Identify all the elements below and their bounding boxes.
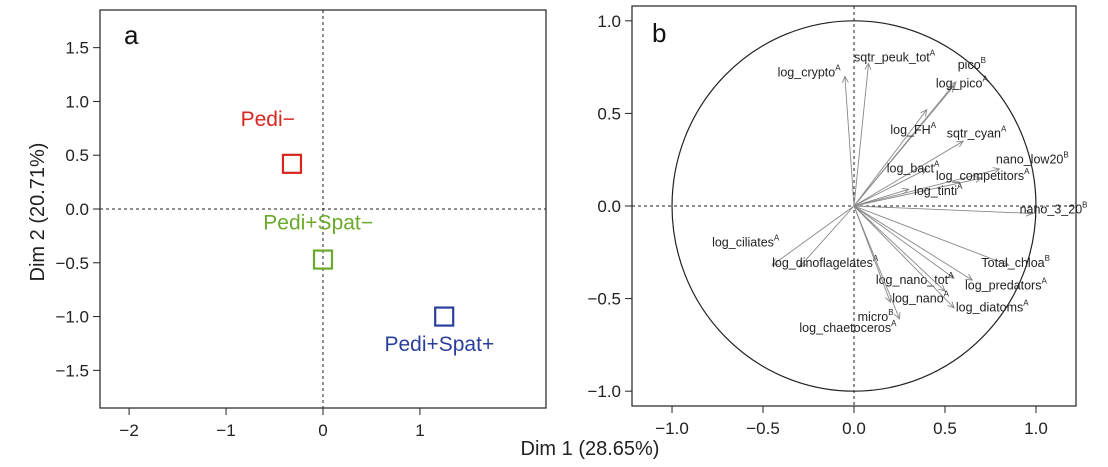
group-point-label: Pedi− <box>241 108 295 131</box>
variable-arrow-head <box>1025 209 1034 217</box>
variable-arrow <box>853 63 870 207</box>
panel-a: a −2 −1 0 1 1.5 1.0 0.5 0.0 −0.5 −1.0 −1.5 Pedi− Pedi… <box>55 9 547 440</box>
variable-label: microB <box>858 308 894 324</box>
variable-label: log_cryptoA <box>778 63 842 79</box>
variable-arrow <box>853 109 928 207</box>
y-tick-label: −1.5 <box>55 361 89 380</box>
variable-arrow <box>853 85 955 207</box>
variable-label: sqtr_cyanA <box>947 124 1007 140</box>
y-tick-label: 0.5 <box>65 146 89 165</box>
variable-arrow-head <box>947 271 955 279</box>
variable-label: nano_low20B <box>996 150 1069 166</box>
variable-arrow <box>853 205 955 279</box>
variable-arrow <box>853 168 927 207</box>
variable-label: log_bactA <box>887 160 940 176</box>
variable-arrow <box>853 168 1000 207</box>
variable-arrow-head <box>901 187 910 195</box>
group-point-marker <box>281 153 303 174</box>
x-tick-label: 0.5 <box>933 419 957 438</box>
variable-label: log_tintiA <box>914 182 963 198</box>
x-axis-title: Dim 1 (28.65%) <box>521 438 660 460</box>
variable-arrow <box>853 188 909 207</box>
variable-arrow-head <box>992 167 1001 174</box>
variable-label: picoB <box>958 56 986 72</box>
variable-label: log_nano_totA <box>876 271 954 287</box>
variable-arrow-head <box>1001 259 1010 267</box>
y-tick-label: 0.0 <box>65 200 89 219</box>
variable-arrow-head <box>864 62 872 71</box>
variable-arrow-head <box>894 311 901 320</box>
correlation-circle <box>671 20 1037 392</box>
variable-arrow <box>844 76 855 207</box>
variable-label: log_dinoflagelatesA <box>772 254 879 270</box>
panel-letter: b <box>652 18 666 48</box>
y-tick-label: −1.0 <box>55 308 89 327</box>
variable-label: sqtr_peuk_totA <box>854 49 936 65</box>
y-tick-label: −1.0 <box>587 382 621 401</box>
y-tick-label: 1.0 <box>65 92 89 111</box>
variable-label: log_picoA <box>936 74 989 90</box>
variable-arrow <box>853 205 1033 214</box>
x-tick-label: 0.0 <box>842 419 866 438</box>
variable-arrow <box>771 205 855 266</box>
x-tick-label: 0 <box>318 421 327 440</box>
x-tick-label: −2 <box>119 421 138 440</box>
x-tick-label: −1.0 <box>655 419 689 438</box>
variable-arrow <box>853 177 982 207</box>
variable-arrow <box>799 205 855 268</box>
variable-label: nano_3_20B <box>1020 200 1088 216</box>
variable-arrow-head <box>947 301 955 309</box>
y-tick-label: −0.5 <box>587 290 621 309</box>
panel-letter: a <box>124 20 139 50</box>
x-tick-label: −1 <box>216 421 235 440</box>
group-point-label: Pedi+Spat− <box>263 211 373 234</box>
variable-arrow-head <box>938 284 946 292</box>
variable-arrow-head <box>885 295 892 304</box>
variable-arrow <box>853 205 891 303</box>
y-tick-label: 0.5 <box>597 104 621 123</box>
x-tick-label: −0.5 <box>746 419 780 438</box>
variable-arrow <box>853 140 964 207</box>
group-point-marker <box>434 306 455 327</box>
variable-arrow-head <box>947 84 955 93</box>
variable-arrow <box>853 205 973 281</box>
y-tick-label: 1.0 <box>597 12 621 31</box>
x-tick-label: 1.0 <box>1024 419 1048 438</box>
variable-label: log_chaetocerosA <box>799 319 897 335</box>
y-tick-label: −0.5 <box>55 254 89 273</box>
y-axis-title: Dim 2 (20.71%) <box>27 143 49 282</box>
group-point-marker <box>312 249 334 270</box>
y-tick-label: 0.0 <box>597 197 621 216</box>
variable-arrow-head <box>798 260 807 268</box>
group-point-label: Pedi+Spat+ <box>384 333 494 356</box>
variable-label: log_FHA <box>890 121 936 137</box>
variable-arrow-head <box>920 108 928 117</box>
panel-b: b −1.0 −0.5 0.0 0.5 1.0 1.0 0.5 0.0 −0.5 −1.0 sqtr_… <box>587 5 1088 438</box>
x-tick-label: 1 <box>415 421 424 440</box>
variable-arrow <box>853 205 955 309</box>
variable-label: log_competitorsA <box>936 167 1030 183</box>
variable-arrow <box>853 205 946 292</box>
variable-arrow-head <box>974 176 983 183</box>
variable-arrow-head <box>919 168 928 175</box>
variable-label: log_ciliatesA <box>712 234 780 250</box>
variable-label: Total_chloaB <box>981 254 1050 270</box>
y-tick-label: 1.5 <box>65 39 89 58</box>
variable-arrow-head <box>965 273 974 281</box>
variable-label: log_diatomsA <box>956 299 1029 315</box>
variable-arrow-head <box>771 258 780 266</box>
variable-label: log_predatorsA <box>965 276 1047 292</box>
variable-label: log_nanoA <box>892 289 949 305</box>
variable-arrow <box>853 205 1009 266</box>
variable-arrow-head <box>949 81 957 89</box>
variable-arrow-head <box>956 140 965 148</box>
variable-arrow-head <box>841 75 849 84</box>
